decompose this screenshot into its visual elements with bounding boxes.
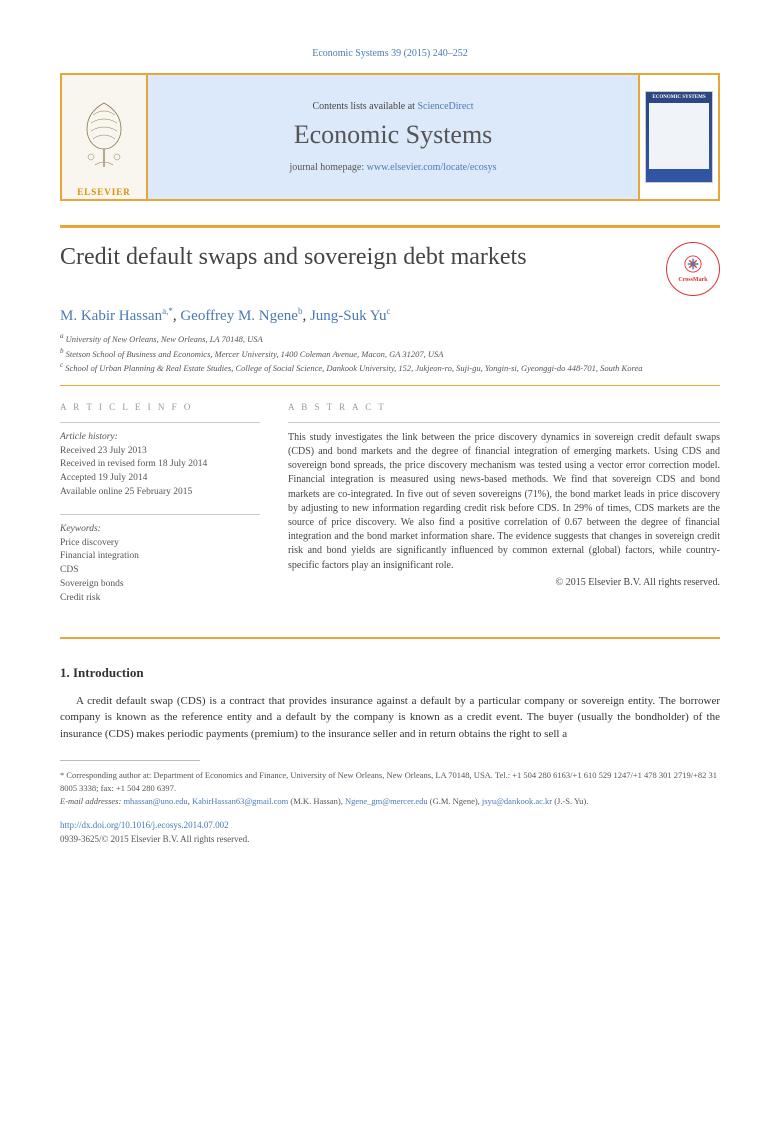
journal-name: Economic Systems [294,120,493,150]
abstract: A B S T R A C T This study investigates … [288,402,720,619]
journal-homepage-link[interactable]: www.elsevier.com/locate/ecosys [367,162,497,173]
sciencedirect-link[interactable]: ScienceDirect [417,101,473,112]
affiliations: a University of New Orleans, New Orleans… [60,331,720,375]
divider [60,637,720,638]
contents-line: Contents lists available at ScienceDirec… [312,101,473,112]
article-info: A R T I C L E I N F O Article history: R… [60,402,260,619]
corresponding-author-footnote: * Corresponding author at: Department of… [60,769,720,795]
author-link[interactable]: Geoffrey M. Ngene [180,308,298,324]
crossmark-badge[interactable]: CrossMark [666,242,720,296]
email-link[interactable]: jsyu@dankook.ac.kr [482,796,552,806]
abstract-text: This study investigates the link between… [288,431,720,573]
email-footnote: E-mail addresses: mhassan@uno.edu, Kabir… [60,795,720,808]
publisher-logo: ELSEVIER [62,75,148,199]
divider [60,225,720,228]
doi-block: http://dx.doi.org/10.1016/j.ecosys.2014.… [60,819,720,846]
author-link[interactable]: Jung-Suk Yu [310,308,387,324]
homepage-line: journal homepage: www.elsevier.com/locat… [289,162,496,173]
divider [60,385,720,386]
cover-thumbnail: ECONOMIC SYSTEMS [645,91,713,183]
copyright: © 2015 Elsevier B.V. All rights reserved… [288,577,720,588]
footnote-rule [60,760,200,761]
section-head: A B S T R A C T [288,402,720,412]
email-link[interactable]: Ngene_gm@mercer.edu [345,796,428,806]
doi-link[interactable]: http://dx.doi.org/10.1016/j.ecosys.2014.… [60,820,229,830]
body-paragraph: A credit default swap (CDS) is a contrac… [60,693,720,743]
elsevier-tree-icon [73,97,135,177]
introduction-section: 1. Introduction A credit default swap (C… [60,665,720,743]
section-head: A R T I C L E I N F O [60,402,260,412]
publisher-name: ELSEVIER [77,187,131,197]
journal-header: ELSEVIER Contents lists available at Sci… [60,73,720,201]
crossmark-icon [684,255,702,273]
authors: M. Kabir Hassana,*, Geoffrey M. Ngeneb, … [60,306,720,325]
journal-reference: Economic Systems 39 (2015) 240–252 [60,48,720,59]
email-link[interactable]: mhassan@uno.edu [123,796,187,806]
email-link[interactable]: KabirHassan63@gmail.com [192,796,288,806]
section-heading: 1. Introduction [60,665,720,681]
article-title: Credit default swaps and sovereign debt … [60,242,666,273]
header-center: Contents lists available at ScienceDirec… [148,75,638,199]
journal-cover: ECONOMIC SYSTEMS [638,75,718,199]
author-link[interactable]: M. Kabir Hassan [60,308,162,324]
